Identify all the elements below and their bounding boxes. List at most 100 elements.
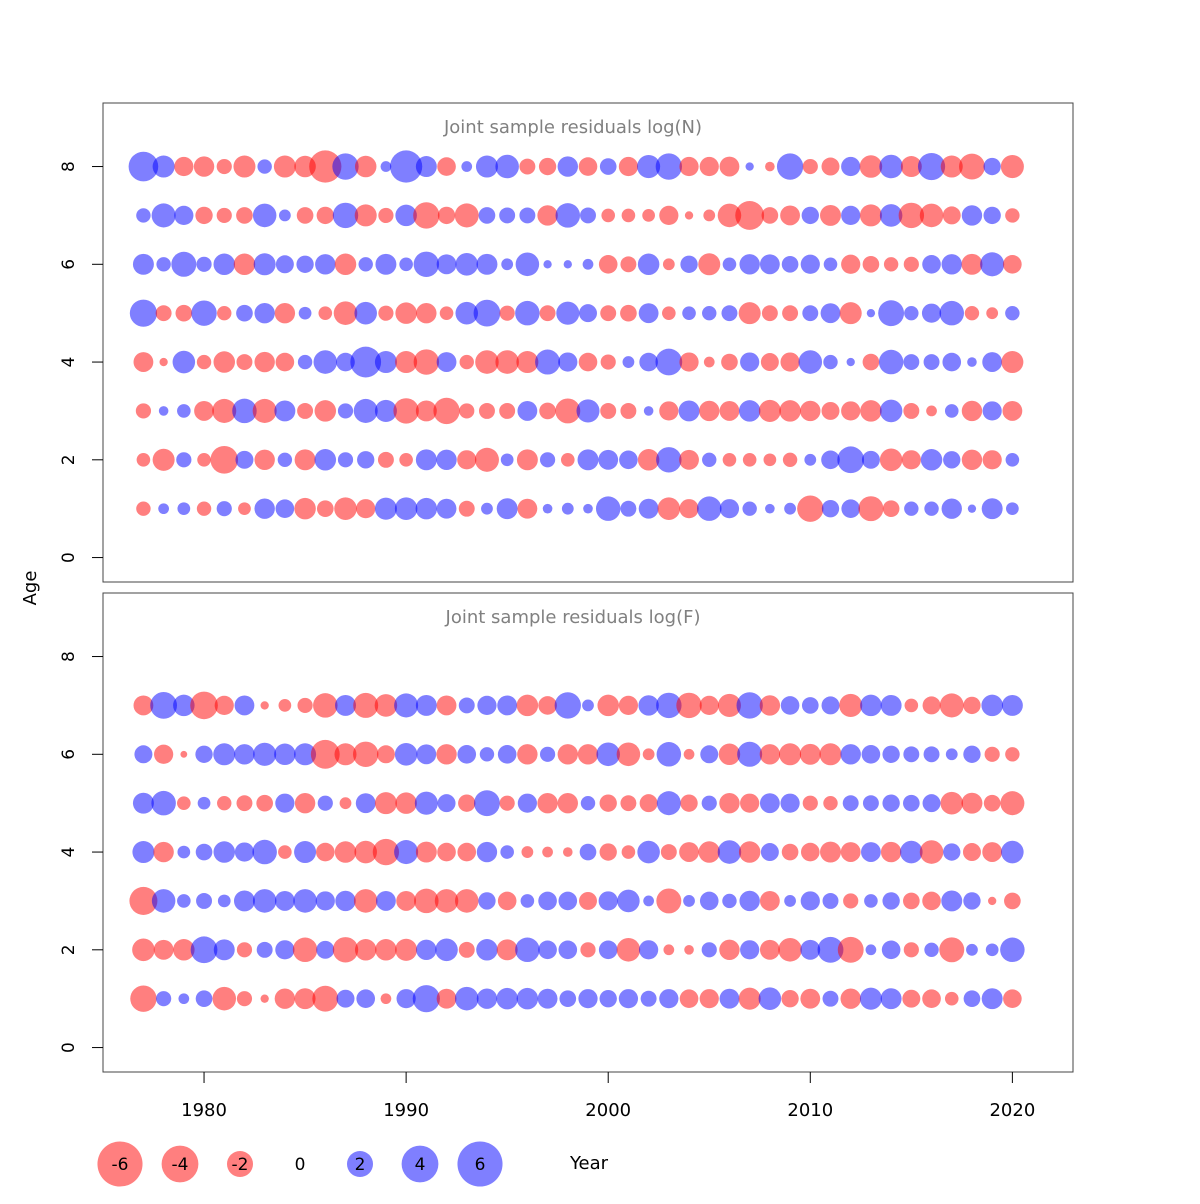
panel-frame [102, 102, 1074, 583]
residual-bubble [212, 986, 237, 1011]
residual-bubble [353, 889, 378, 913]
residual-bubble [620, 795, 637, 812]
residual-bubble [637, 253, 660, 276]
residual-bubble [780, 696, 800, 715]
residual-bubble [759, 939, 780, 960]
residual-bubble [619, 450, 638, 470]
residual-bubble [719, 156, 740, 177]
residual-bubble [260, 701, 269, 710]
residual-bubble [981, 988, 1003, 1010]
residual-bubble [740, 352, 760, 372]
residual-bubble [821, 157, 840, 176]
residual-bubble [782, 452, 798, 468]
residual-bubble [152, 155, 175, 178]
residual-bubble [380, 161, 392, 172]
residual-bubble [297, 697, 313, 714]
residual-bubble [941, 498, 962, 519]
residual-bubble [820, 204, 841, 226]
residual-bubble [620, 500, 637, 517]
residual-bubble [659, 989, 679, 1009]
residual-bubble [580, 795, 596, 811]
residual-bubble [598, 449, 619, 470]
panel-2: Joint sample residuals log(F) 0 2 4 6 8 1980 19… [59, 592, 1074, 1121]
residual-bubble [821, 401, 840, 420]
residual-bubble [234, 744, 255, 765]
residual-bubble [879, 399, 903, 423]
residual-bubble [257, 159, 272, 174]
residual-bubble [600, 354, 616, 370]
residual-bubble [684, 211, 694, 220]
residual-bubble [395, 204, 417, 227]
residual-bubble [278, 209, 291, 222]
residual-bubble [376, 745, 395, 764]
residual-bubble [942, 352, 962, 372]
residual-bubble [800, 400, 821, 422]
residual-bubble [415, 841, 437, 863]
residual-bubble [798, 350, 823, 374]
residual-bubble [539, 746, 556, 762]
residual-bubble [904, 305, 919, 321]
residual-bubble [558, 891, 578, 911]
residual-bubble [961, 253, 983, 275]
residual-bubble [821, 696, 840, 715]
residual-bubble [739, 890, 760, 912]
residual-bubble [903, 354, 920, 371]
residual-bubble [601, 208, 616, 223]
residual-bubble [902, 989, 921, 1008]
residual-bubble [158, 503, 169, 515]
residual-bubble [859, 204, 882, 227]
residual-bubble [982, 352, 1003, 372]
residual-bubble [1003, 989, 1022, 1008]
residual-bubble [516, 449, 538, 471]
residual-bubble [1006, 502, 1019, 516]
residual-bubble [151, 790, 176, 816]
residual-bubble [158, 406, 169, 416]
x-tick-label: 2020 [989, 1100, 1035, 1121]
residual-bubble [539, 402, 556, 420]
residual-bubble [216, 501, 232, 517]
residual-bubble [761, 207, 779, 224]
residual-bubble [294, 743, 317, 766]
residual-bubble [437, 206, 456, 225]
residual-bubble [943, 451, 961, 469]
residual-bubble [576, 399, 600, 423]
residual-bubble [197, 796, 211, 810]
residual-bubble [238, 502, 251, 516]
residual-bubble [212, 398, 237, 423]
residual-bubble [129, 886, 158, 915]
residual-bubble [213, 743, 236, 766]
residual-bubble [132, 841, 155, 864]
residual-bubble [132, 938, 155, 962]
residual-bubble [278, 845, 292, 859]
residual-bubble [294, 497, 316, 520]
residual-bubble [595, 496, 621, 521]
residual-bubble [354, 840, 377, 864]
residual-bubble [235, 450, 254, 469]
residual-bubble [236, 795, 253, 812]
residual-bubble [678, 400, 700, 422]
residual-bubble [542, 503, 553, 514]
residual-bubble [496, 939, 518, 961]
residual-bubble [721, 353, 738, 371]
residual-bubble [721, 305, 738, 322]
residual-bubble [841, 156, 861, 177]
residual-bubble [436, 498, 457, 519]
residual-bubble [980, 252, 1005, 277]
residual-bubble [841, 401, 861, 421]
residual-bubble [922, 989, 941, 1008]
residual-bubble [862, 255, 880, 273]
residual-bubble [335, 890, 356, 912]
residual-bubble [174, 205, 194, 226]
residual-bubble [596, 742, 620, 767]
residual-bubble [278, 699, 292, 712]
residual-bubble [376, 891, 396, 911]
residual-bubble [413, 251, 440, 278]
x-tick-label: 2000 [585, 1100, 631, 1121]
residual-bubble [780, 352, 800, 372]
residual-bubble [236, 207, 253, 224]
residual-bubble [1000, 155, 1024, 179]
residual-bubble [1004, 892, 1021, 910]
residual-bubble [642, 748, 655, 761]
residual-bubble [839, 693, 863, 717]
residual-bubble [917, 152, 946, 181]
